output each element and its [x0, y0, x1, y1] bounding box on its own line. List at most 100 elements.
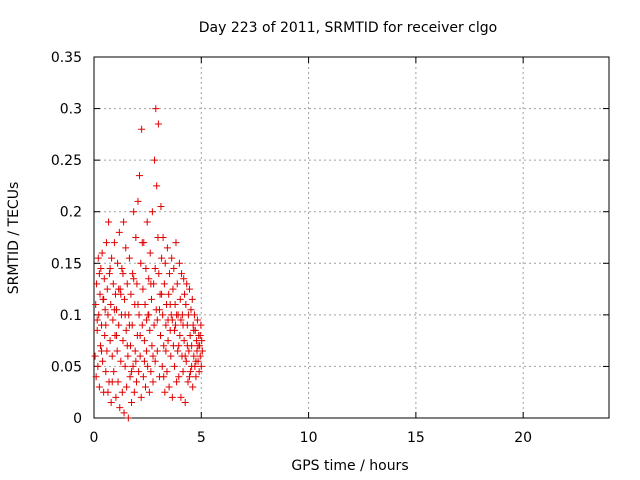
data-point	[146, 326, 154, 334]
data-point	[151, 156, 159, 164]
data-point	[135, 368, 143, 376]
data-point	[189, 383, 197, 391]
data-point	[117, 290, 125, 298]
x-tick-label: 0	[90, 430, 99, 446]
data-point	[190, 352, 198, 360]
data-point	[166, 270, 174, 278]
data-point	[115, 285, 123, 293]
points-layer	[91, 105, 206, 422]
data-point	[180, 337, 188, 345]
data-point	[168, 254, 176, 262]
data-point	[130, 275, 138, 283]
data-point	[141, 301, 149, 309]
data-point	[149, 378, 157, 386]
data-point	[177, 316, 185, 324]
data-point	[192, 357, 200, 365]
data-point	[126, 373, 134, 381]
data-point	[190, 311, 198, 319]
data-point	[124, 414, 132, 422]
data-point	[130, 208, 138, 216]
x-tick-label: 10	[300, 430, 318, 446]
data-point	[108, 378, 116, 386]
data-point	[159, 311, 167, 319]
data-point	[148, 208, 156, 216]
data-point	[173, 311, 181, 319]
data-point	[110, 239, 118, 247]
data-point	[137, 259, 145, 267]
data-point	[183, 342, 191, 350]
plot-frame	[93, 56, 610, 419]
data-point	[153, 347, 161, 355]
data-point	[147, 280, 155, 288]
data-point	[97, 264, 105, 272]
data-point	[125, 254, 133, 262]
data-point	[108, 352, 116, 360]
y-tick-label: 0.1	[60, 308, 82, 324]
data-point	[118, 388, 126, 396]
data-point	[198, 347, 206, 355]
data-point	[104, 388, 112, 396]
data-point	[113, 331, 121, 339]
data-point	[128, 399, 136, 407]
data-point	[175, 373, 183, 381]
data-point	[121, 362, 129, 370]
data-point	[147, 368, 155, 376]
data-point	[149, 352, 157, 360]
data-point	[105, 218, 113, 226]
data-point	[123, 280, 131, 288]
data-point	[153, 316, 161, 324]
data-point	[132, 378, 140, 386]
data-point	[102, 321, 110, 329]
data-point	[110, 368, 118, 376]
data-point	[118, 264, 126, 272]
data-point	[103, 285, 111, 293]
data-point	[108, 254, 116, 262]
data-point	[130, 388, 138, 396]
data-point	[123, 383, 131, 391]
data-point	[155, 270, 163, 278]
data-point	[122, 326, 130, 334]
data-point	[195, 368, 203, 376]
data-point	[169, 285, 177, 293]
data-point	[102, 239, 110, 247]
data-point	[121, 311, 129, 319]
data-point	[120, 295, 128, 303]
data-point	[100, 275, 108, 283]
data-point	[170, 264, 178, 272]
data-point	[186, 331, 194, 339]
data-point	[138, 239, 146, 247]
data-point	[167, 352, 175, 360]
data-point	[100, 295, 108, 303]
data-point	[146, 249, 154, 257]
data-point	[131, 347, 139, 355]
data-point	[137, 393, 145, 401]
data-point	[158, 290, 166, 298]
chart-title: Day 223 of 2011, SRMTID for receiver clg…	[199, 20, 497, 36]
data-point	[94, 362, 102, 370]
data-point	[162, 347, 170, 355]
data-point	[194, 342, 202, 350]
data-point	[120, 218, 128, 226]
data-point	[170, 326, 178, 334]
data-point	[145, 275, 153, 283]
data-point	[160, 373, 168, 381]
data-point	[107, 301, 115, 309]
data-point	[123, 342, 131, 350]
data-point	[93, 316, 101, 324]
data-point	[140, 357, 148, 365]
data-point	[110, 306, 118, 314]
data-point	[176, 331, 184, 339]
data-point	[160, 342, 168, 350]
data-point	[93, 326, 101, 334]
data-point	[139, 285, 147, 293]
data-point	[158, 362, 166, 370]
data-point	[179, 321, 187, 329]
data-point	[93, 280, 101, 288]
data-point	[115, 321, 123, 329]
data-point	[105, 270, 113, 278]
data-point	[185, 347, 193, 355]
data-point	[148, 295, 156, 303]
data-point	[165, 290, 173, 298]
